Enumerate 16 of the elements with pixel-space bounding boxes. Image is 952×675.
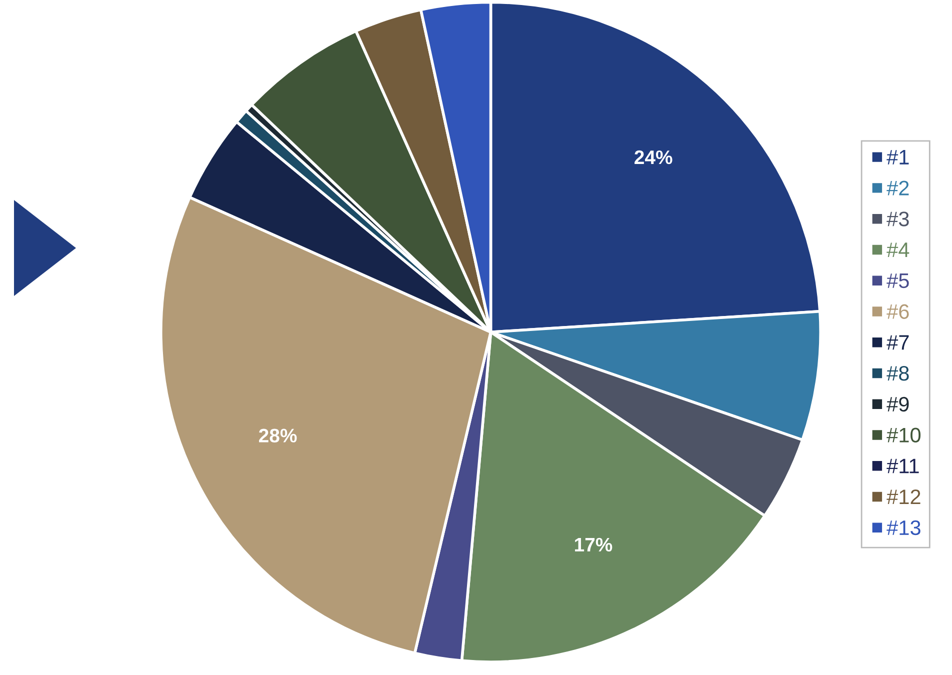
legend-label: #10 [886, 428, 921, 442]
data-label: 28% [259, 428, 297, 442]
data-label: 17% [574, 538, 612, 552]
legend-label: #9 [886, 396, 909, 412]
legend-label: #7 [886, 335, 909, 350]
legend-label: #12 [886, 489, 920, 504]
legend-label: #6 [886, 304, 909, 319]
legend-label: #8 [886, 366, 909, 381]
legend-label: #5 [886, 274, 909, 288]
legend-label: #1 [886, 150, 909, 164]
legend-label: #11 [886, 458, 919, 474]
legend-label: #4 [886, 242, 910, 257]
legend-label: #13 [886, 520, 920, 536]
legend-label: #2 [886, 180, 909, 196]
legend-label: #3 [886, 212, 909, 226]
data-label: 24% [634, 150, 672, 164]
